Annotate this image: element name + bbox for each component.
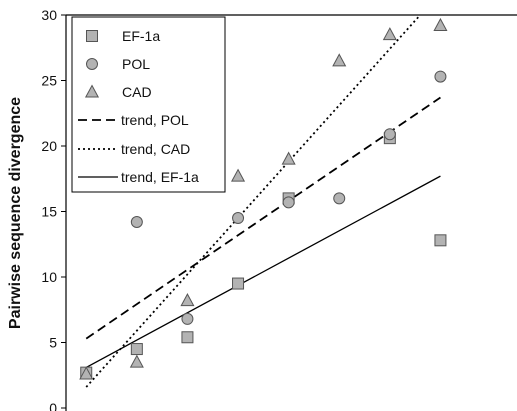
trendline-dashed: [85, 96, 441, 340]
pol-point: [130, 215, 143, 228]
pol-point: [434, 70, 447, 83]
ef-1a-point: [130, 343, 143, 356]
cad-point: [281, 151, 296, 165]
trendline-solid: [85, 175, 441, 368]
legend-box: [71, 16, 226, 193]
y-tick-label: 10: [41, 269, 57, 285]
pol-point: [181, 312, 194, 325]
legend: EF-1a POL CAD trend, POL trend, CAD trend, EF…: [71, 16, 226, 193]
y-axis-title: Pairwise sequence divergence: [7, 97, 24, 329]
legend-label: trend, EF-1a: [121, 169, 199, 185]
cad-point: [382, 27, 397, 41]
ef-1a-point: [232, 277, 245, 290]
legend-marker-square: [86, 30, 98, 42]
pol-point: [333, 192, 346, 205]
legend-label: trend, CAD: [121, 141, 190, 157]
cad-point: [129, 354, 144, 368]
y-tick-label: 5: [49, 335, 57, 351]
y-tick-label: 0: [49, 400, 57, 411]
legend-label: POL: [122, 56, 150, 72]
y-ticks: 0 5 10 15 20 25 30: [41, 7, 66, 411]
cad-point: [231, 168, 246, 182]
trendlines: [85, 14, 441, 388]
legend-label: trend, POL: [121, 112, 189, 128]
cad-point: [79, 366, 94, 380]
pol-point: [232, 212, 245, 225]
pol-point: [383, 128, 396, 141]
legend-marker-circle: [86, 58, 98, 70]
y-tick-label: 20: [41, 138, 57, 154]
cad-point: [180, 293, 195, 307]
data-markers: [79, 17, 448, 380]
trendline-dotted: [85, 14, 421, 388]
legend-label: EF-1a: [122, 28, 160, 44]
legend-marker-triangle: [84, 84, 100, 98]
cad-point: [332, 53, 347, 67]
y-tick-label: 25: [41, 73, 57, 89]
pol-point: [282, 196, 295, 209]
ef-1a-point: [181, 331, 194, 344]
legend-label: CAD: [122, 84, 152, 100]
y-tick-label: 30: [41, 7, 57, 23]
cad-point: [433, 17, 448, 31]
y-tick-label: 15: [41, 204, 57, 220]
ef-1a-point: [434, 234, 447, 247]
